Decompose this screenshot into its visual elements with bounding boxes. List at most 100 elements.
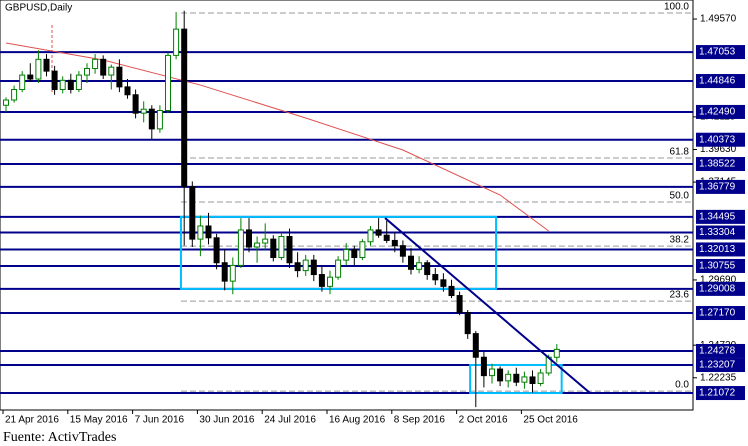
level-label: 1.27170: [699, 308, 736, 319]
candle-body: [278, 235, 285, 258]
level-label-box: [696, 74, 745, 89]
candle-body: [440, 279, 447, 287]
candle-body: [75, 74, 82, 91]
candle-body: [505, 373, 512, 382]
candle-body: [318, 274, 325, 287]
candle-body: [189, 186, 196, 240]
fib-label: 100.0: [664, 2, 689, 13]
candle-body: [197, 225, 204, 240]
candle-body: [140, 108, 147, 114]
candle-body: [92, 58, 99, 70]
candle-body: [302, 259, 309, 272]
level-label-box: [696, 209, 745, 224]
candle-body: [448, 285, 455, 297]
candle-body: [286, 235, 293, 264]
candle-body: [359, 241, 366, 258]
level-label-box: [696, 242, 745, 257]
candle-body: [84, 68, 90, 76]
y-tick-label: 1.39630: [700, 144, 737, 155]
candle-body: [59, 79, 66, 91]
candle-body: [294, 262, 301, 272]
candle-body: [51, 70, 58, 91]
level-label: 1.33304: [699, 227, 736, 238]
candle-body: [165, 54, 171, 112]
candle-body: [229, 264, 236, 282]
candle-body: [11, 89, 18, 101]
level-label: 1.42490: [699, 107, 736, 118]
candle-body: [148, 108, 155, 130]
candle-body: [424, 262, 431, 276]
x-tick-label: 7 Jun 2016: [135, 415, 185, 426]
level-label: 1.36779: [699, 182, 736, 193]
level-label-box: [696, 386, 745, 401]
candle-body: [43, 58, 50, 72]
x-tick-label: 25 Oct 2016: [523, 415, 578, 426]
candle-body: [537, 372, 544, 384]
y-tick-label: 1.29690: [700, 275, 737, 286]
level-label: 1.24278: [699, 346, 736, 357]
candle-body: [464, 312, 471, 335]
chart-title: GBPUSD,Daily: [5, 3, 72, 14]
candle-body: [270, 238, 277, 258]
range-box: [179, 215, 498, 290]
level-label-box: [696, 157, 745, 172]
level-label: 1.34495: [699, 212, 736, 223]
level-label-box: [696, 179, 745, 194]
level-label-box: [696, 343, 745, 358]
x-tick-label: 16 Aug 2016: [329, 415, 386, 426]
level-label: 1.21072: [699, 388, 736, 399]
candle-body: [521, 376, 528, 383]
level-label: 1.40373: [699, 134, 736, 145]
candle-body: [35, 58, 42, 80]
candle-body: [181, 28, 188, 188]
range-box: [469, 364, 563, 395]
candle-body: [221, 262, 228, 282]
candle-body: [262, 238, 269, 244]
candle-body: [351, 249, 358, 258]
candle-body: [432, 274, 439, 281]
candle-body: [3, 99, 9, 106]
candle-body: [67, 79, 74, 91]
candle-body: [408, 255, 414, 270]
level-label: 1.38522: [699, 159, 736, 170]
level-label: 1.47053: [699, 47, 736, 58]
candle-body: [553, 348, 560, 358]
candle-body: [173, 28, 180, 56]
candle-body: [100, 58, 107, 76]
source-note: Fuente: ActivTrades: [3, 430, 116, 445]
candle-body: [108, 66, 115, 76]
fib-label: 0.0: [675, 380, 689, 391]
level-label-box: [696, 281, 745, 296]
y-tick-label: 1.49570: [700, 14, 737, 25]
level-label: 1.44846: [699, 76, 736, 87]
candle-body: [237, 229, 244, 266]
candle-body: [310, 259, 317, 276]
level-label-box: [696, 104, 745, 119]
trend-line: [384, 217, 591, 394]
fib-label: 23.6: [670, 290, 690, 301]
candle-body: [513, 373, 520, 383]
level-label: 1.29008: [699, 284, 736, 295]
level-label-box: [696, 225, 745, 240]
fib-label: 38.2: [670, 235, 690, 246]
candle-body: [19, 74, 26, 91]
candle-body: [456, 295, 463, 314]
candle-body: [343, 249, 350, 261]
candle-body: [529, 376, 536, 384]
candle-body: [213, 237, 220, 264]
candle-body: [246, 229, 252, 248]
x-tick-label: 15 May 2016: [70, 415, 128, 426]
level-label-box: [696, 45, 745, 60]
level-label: 1.30755: [699, 261, 736, 272]
candle-body: [335, 259, 342, 278]
x-tick-label: 30 Jun 2016: [199, 415, 254, 426]
candle-body: [399, 245, 406, 257]
y-tick-label: 1.22235: [700, 372, 737, 383]
candle-body: [480, 356, 487, 377]
candle-body: [124, 86, 131, 96]
candle-body: [489, 368, 495, 377]
candle-body: [391, 239, 398, 247]
candle-body: [327, 276, 333, 287]
level-label-box: [696, 306, 745, 321]
